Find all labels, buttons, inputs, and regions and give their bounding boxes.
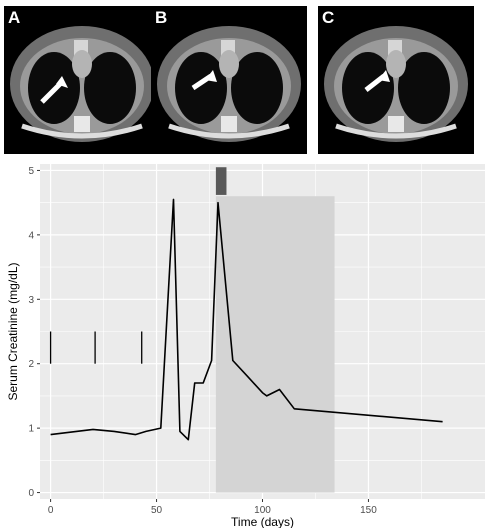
ct-scan-image: [324, 26, 468, 142]
ct-scan-image: [10, 26, 154, 142]
shaded-regions: [215, 167, 335, 493]
ct-scan-image: [157, 26, 301, 142]
x-tick-label: 150: [360, 505, 377, 516]
panel-letter-a: A: [8, 8, 21, 27]
creatinine-chart: 0 1 2 3 4 5 0 50 100 150 Serum Creatinine (mg/dL…: [6, 164, 485, 528]
y-tick-label: 2: [28, 359, 34, 370]
ct-panel-a: A: [4, 6, 160, 154]
panel-letter-c: C: [322, 8, 335, 27]
dark-event-block: [215, 167, 227, 195]
ct-panel-b: B: [151, 6, 307, 154]
y-tick-label: 5: [28, 166, 34, 177]
x-tick-label: 0: [48, 505, 54, 516]
y-tick-label: 4: [28, 230, 34, 241]
vertical-markers: [49, 331, 143, 364]
y-axis-title: Serum Creatinine (mg/dL): [6, 262, 20, 400]
x-tick-label: 50: [151, 505, 163, 516]
y-tick-label: 0: [28, 488, 34, 499]
x-tick-label: 100: [254, 505, 271, 516]
shaded-treatment-region: [215, 196, 335, 493]
ct-panel-c: C: [318, 6, 474, 154]
x-axis-title: Time (days): [231, 515, 294, 528]
creatinine-line: [50, 198, 443, 441]
y-tick-label: 1: [28, 424, 34, 435]
x-axis-ticks: 0 50 100 150: [48, 499, 377, 516]
panel-letter-b: B: [155, 8, 168, 27]
data-series: [50, 198, 443, 441]
y-tick-label: 3: [28, 295, 34, 306]
y-axis-ticks: 0 1 2 3 4 5: [28, 166, 40, 499]
